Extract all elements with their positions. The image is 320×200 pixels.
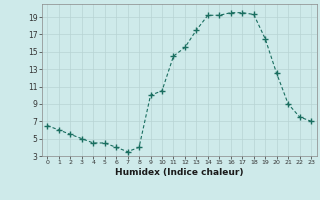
X-axis label: Humidex (Indice chaleur): Humidex (Indice chaleur) (115, 168, 244, 177)
